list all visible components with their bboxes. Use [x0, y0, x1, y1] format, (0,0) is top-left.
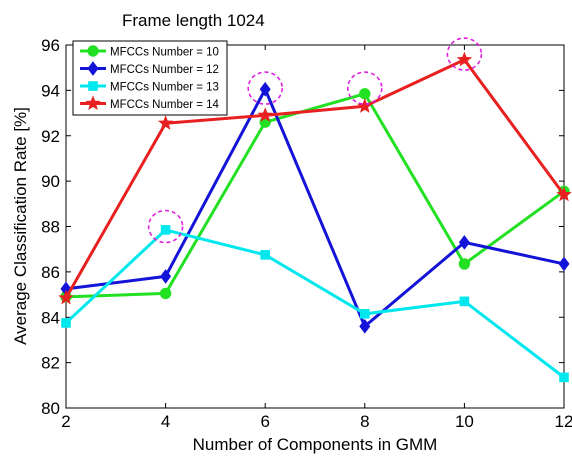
data-point — [61, 318, 71, 328]
legend-item: MFCCs Number = 12 — [80, 61, 219, 76]
y-tick-label: 96 — [41, 36, 60, 55]
data-point — [359, 88, 371, 100]
data-point — [160, 269, 172, 284]
y-tick-label: 90 — [41, 172, 60, 191]
data-point — [157, 115, 174, 130]
x-tick-label: 10 — [455, 412, 474, 431]
highlight-circle — [247, 71, 284, 105]
y-tick-label: 88 — [41, 218, 60, 237]
legend-label: MFCCs Number = 12 — [110, 64, 219, 76]
data-point — [160, 225, 171, 235]
x-tick-label: 8 — [360, 412, 369, 431]
data-point — [257, 107, 273, 122]
data-point — [458, 258, 471, 270]
data-point — [558, 256, 570, 272]
chart-title: Frame length 1024 — [122, 11, 265, 30]
highlight-circle — [346, 71, 383, 105]
legend-label: MFCCs Number = 13 — [110, 82, 219, 94]
series-line — [65, 87, 565, 328]
data-point — [458, 235, 470, 250]
series-diamond — [60, 81, 570, 334]
y-tick-label: 94 — [41, 81, 60, 100]
data-point — [159, 287, 172, 300]
y-axis-label: Average Classification Rate [%] — [11, 107, 30, 345]
x-tick-label: 4 — [161, 412, 170, 431]
data-point — [260, 250, 270, 260]
legend-marker — [85, 95, 101, 111]
legend: MFCCs Number = 10 MFCCs Number = 12 MFCCs … — [72, 40, 228, 116]
data-point — [259, 81, 271, 97]
y-tick-label: 80 — [41, 399, 60, 418]
x-axis-ticks: 2 4 6 8 10 12 — [61, 45, 572, 431]
series-square — [61, 225, 569, 383]
data-point — [456, 51, 473, 67]
y-axis-ticks: 80 82 84 86 88 90 92 94 96 — [41, 36, 564, 418]
legend-marker — [87, 45, 99, 57]
data-point — [559, 372, 569, 383]
data-point — [459, 296, 470, 307]
legend-item: MFCCs Number = 13 — [80, 81, 219, 94]
x-axis-label: Number of Components in GMM — [193, 435, 438, 454]
x-tick-label: 6 — [260, 412, 269, 431]
highlight-circle — [446, 37, 483, 71]
highlight-layer — [147, 37, 483, 244]
legend-item: MFCCs Number = 14 — [80, 95, 220, 111]
y-tick-label: 86 — [41, 263, 60, 282]
y-tick-label: 84 — [41, 308, 60, 327]
y-tick-label: 92 — [41, 127, 60, 146]
data-point — [556, 186, 572, 202]
data-point — [360, 309, 370, 319]
series-line — [64, 228, 565, 379]
x-tick-label: 12 — [555, 412, 572, 431]
x-tick-label: 2 — [61, 412, 70, 431]
legend-label: MFCCs Number = 14 — [110, 99, 220, 111]
highlight-circle — [147, 209, 184, 244]
data-point — [58, 289, 74, 305]
series-line — [64, 58, 566, 299]
series-star — [58, 51, 572, 305]
legend-marker — [88, 81, 98, 91]
y-tick-label: 82 — [41, 354, 60, 373]
series-line — [65, 92, 565, 299]
data-point — [359, 318, 371, 334]
series-layer — [58, 51, 572, 383]
legend-item: MFCCs Number = 10 — [80, 45, 219, 59]
legend-marker — [87, 61, 99, 76]
legend-label: MFCCs Number = 10 — [110, 47, 219, 59]
